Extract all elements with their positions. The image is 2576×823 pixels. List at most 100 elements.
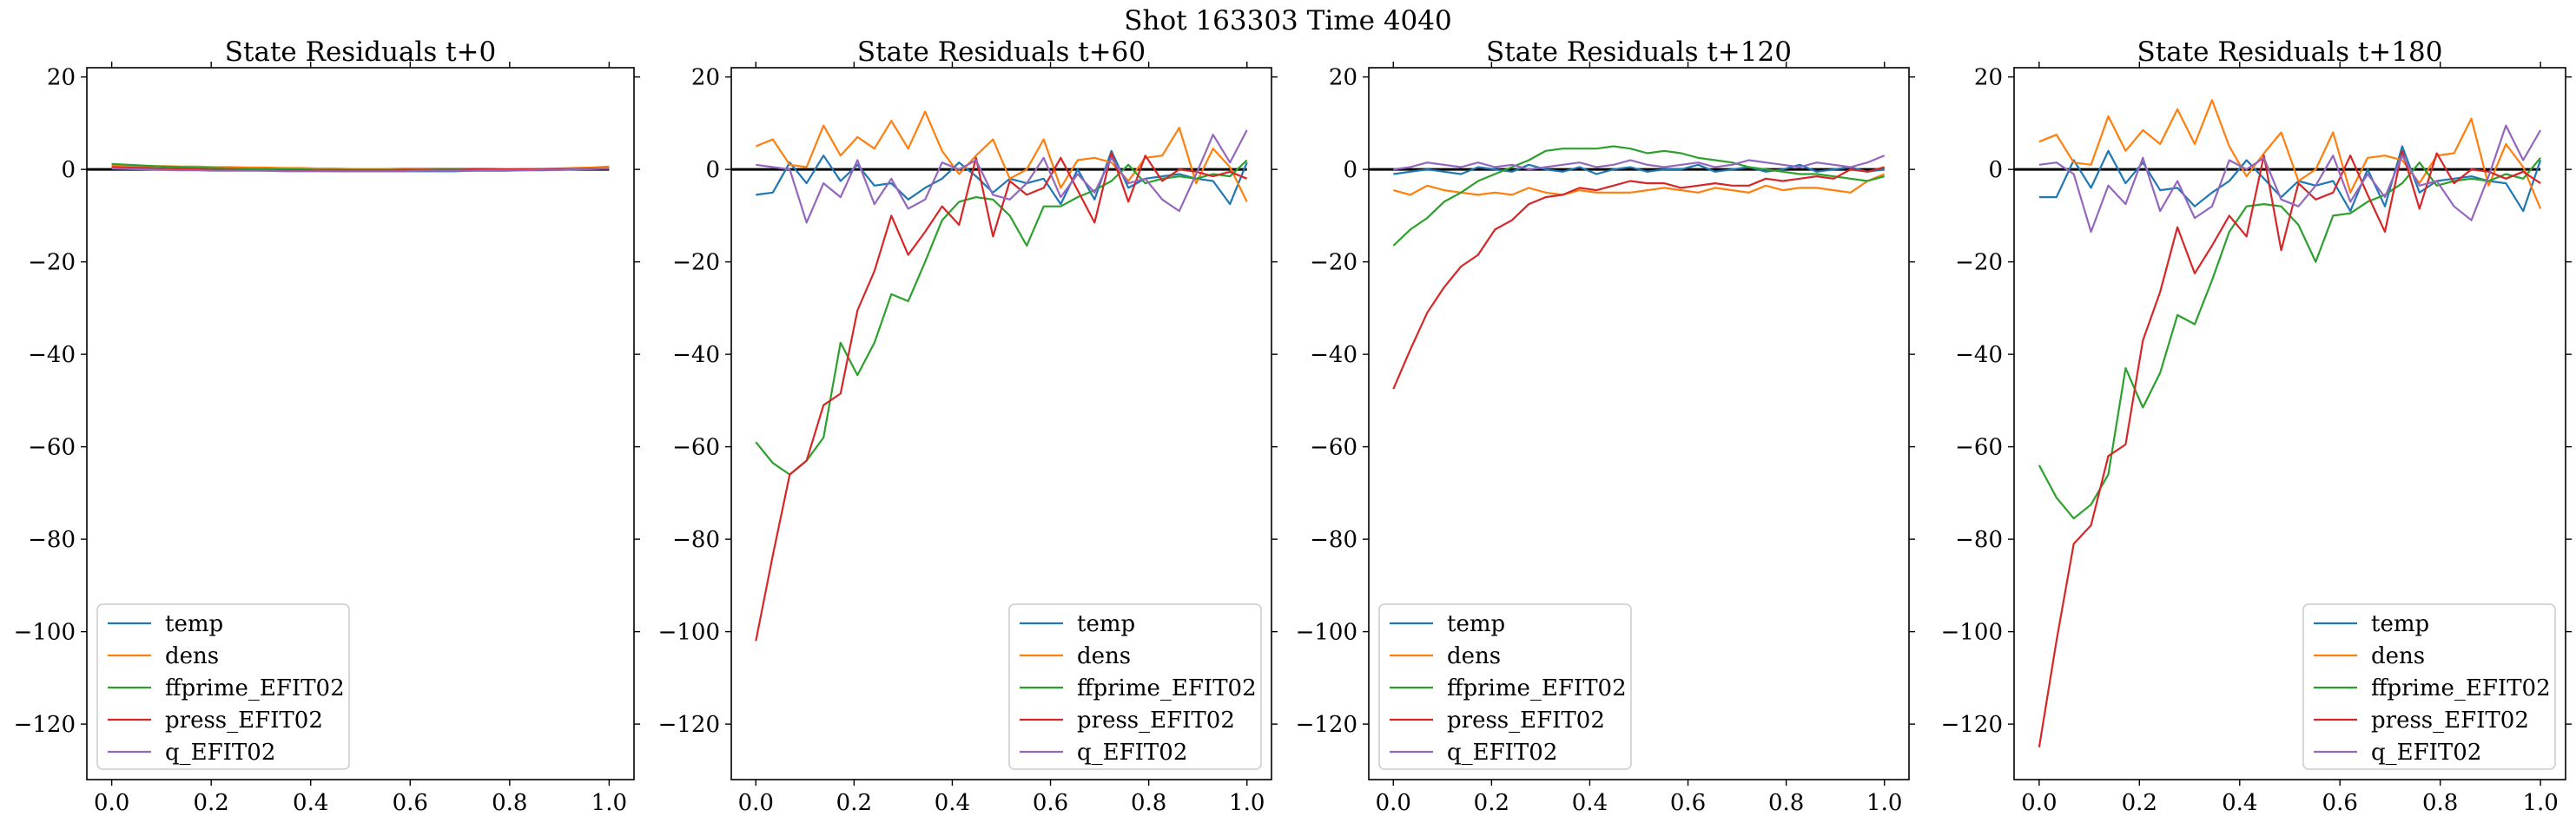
x-tick-label: 0.4 [1572,790,1608,816]
y-tick-label: −100 [1296,620,1357,646]
series-line-dens [2038,99,2542,209]
legend-entry-ffprime_EFIT02: ffprime_EFIT02 [165,675,345,701]
y-tick-label: 0 [1343,157,1357,183]
y-tick-label: 20 [1974,65,2003,91]
legend-entry-q_EFIT02: q_EFIT02 [2371,740,2481,766]
legend-box [1008,603,1262,770]
chart-panel-3: State Residuals t+120 0.0 0.2 0.4 0.6 0.8 1.0 2… [1296,36,1915,816]
y-tick-label: −120 [1296,712,1357,738]
y-tick-label: −100 [14,620,76,646]
legend-entry-temp: temp [1447,611,1505,637]
x-tick-label: 1.0 [1229,790,1265,816]
axes-frame [2013,67,2566,780]
x-tick-label: 0.0 [2021,790,2057,816]
y-tick-label: −80 [1310,527,1357,553]
series-line-press_EFIT02 [1392,166,1885,390]
legend: temp dens ffprime_EFIT02 press_EFIT02 q_EFIT… [2302,603,2556,770]
y-tick-label: −100 [1941,620,2003,646]
legend-entry-press_EFIT02: press_EFIT02 [2371,708,2529,734]
legend-box [1378,603,1632,770]
x-tick-label: 0.6 [1670,790,1706,816]
y-tick-label: −120 [1941,712,2003,738]
legend: temp dens ffprime_EFIT02 press_EFIT02 q_EFIT… [96,603,350,770]
x-tick-label: 1.0 [591,790,627,816]
x-tick-label: 0.4 [2222,790,2257,816]
legend-entry-press_EFIT02: press_EFIT02 [1447,708,1605,734]
series-line-press_EFIT02 [2038,149,2541,747]
legend: temp dens ffprime_EFIT02 press_EFIT02 q_EFIT… [1378,603,1632,770]
y-tick-label: 20 [691,65,720,91]
x-tick-label: 0.8 [1768,790,1804,816]
plot-area [2014,99,2542,747]
legend-entry-q_EFIT02: q_EFIT02 [1447,740,1557,766]
y-tick-label: −40 [1955,342,2003,368]
x-tick-label: 1.0 [2522,790,2558,816]
legend-entry-ffprime_EFIT02: ffprime_EFIT02 [1077,675,1257,701]
series-line-dens [755,110,1248,202]
x-tick-label: 0.6 [2322,790,2358,816]
legend-entry-temp: temp [165,611,223,637]
series-line-q_EFIT02 [1393,155,1886,171]
series-line-temp [2038,145,2542,213]
y-tick-label: −20 [1310,250,1357,276]
x-tick-label: 1.0 [1866,790,1902,816]
x-tick-label: 0.8 [2422,790,2458,816]
series-line-q_EFIT02 [756,129,1248,224]
x-tick-label: 0.0 [94,790,129,816]
legend-entry-q_EFIT02: q_EFIT02 [1077,740,1187,766]
legend-entry-dens: dens [2371,643,2425,669]
x-tick-label: 0.4 [935,790,970,816]
axes-frame [730,67,1272,780]
y-tick-label: −60 [1310,435,1357,461]
y-tick-label: −20 [672,250,720,276]
legend: temp dens ffprime_EFIT02 press_EFIT02 q_EFIT… [1008,603,1262,770]
axes-frame [1368,67,1910,780]
plot-area [87,162,610,173]
y-tick-label: −60 [28,435,76,461]
legend-entry-dens: dens [1077,643,1131,669]
legend-entry-press_EFIT02: press_EFIT02 [1077,708,1235,734]
y-tick-label: −40 [672,342,720,368]
legend-entry-q_EFIT02: q_EFIT02 [165,740,275,766]
x-tick-label: 0.0 [1376,790,1411,816]
series-line-q_EFIT02 [111,168,610,173]
legend-entry-dens: dens [165,643,219,669]
y-tick-label: −60 [1955,435,2003,461]
legend-box [96,603,350,770]
x-tick-label: 0.6 [393,790,428,816]
x-tick-label: 0.2 [836,790,872,816]
y-tick-label: 0 [61,157,76,183]
plot-area [1369,145,1886,390]
x-tick-label: 0.2 [194,790,229,816]
legend-box [2302,603,2556,770]
series-line-q_EFIT02 [2038,124,2542,234]
x-tick-label: 0.2 [2122,790,2157,816]
chart-panel-4: State Residuals t+180 0.0 0.2 0.4 0.6 0.8 1.0 2… [1941,36,2572,816]
legend-entry-press_EFIT02: press_EFIT02 [165,708,323,734]
y-tick-label: 20 [47,65,76,91]
y-tick-label: −20 [28,250,76,276]
y-tick-label: 0 [705,157,720,183]
y-tick-label: −40 [1310,342,1357,368]
series-line-ffprime_EFIT02 [2038,157,2541,520]
y-tick-label: 20 [1329,65,1357,91]
x-tick-label: 0.4 [293,790,328,816]
chart-panel-2: State Residuals t+60 0.0 0.2 0.4 0.6 0.8 1.0 20… [658,36,1278,816]
chart-title: State Residuals t+180 [2137,36,2443,68]
y-tick-label: −40 [28,342,76,368]
chart-title: State Residuals t+120 [1486,36,1792,68]
series-line-temp [756,149,1248,206]
figure-suptitle: Shot 163303 Time 4040 [1124,5,1451,36]
x-tick-label: 0.0 [738,790,774,816]
x-tick-label: 0.6 [1033,790,1068,816]
y-tick-label: −120 [14,712,76,738]
chart-title: State Residuals t+0 [225,36,496,68]
legend-entry-temp: temp [2371,611,2429,637]
series-line-dens [1393,173,1886,196]
legend-entry-temp: temp [1077,611,1135,637]
y-tick-label: −20 [1955,250,2003,276]
series-line-press_EFIT02 [755,152,1248,642]
x-tick-label: 0.8 [492,790,527,816]
